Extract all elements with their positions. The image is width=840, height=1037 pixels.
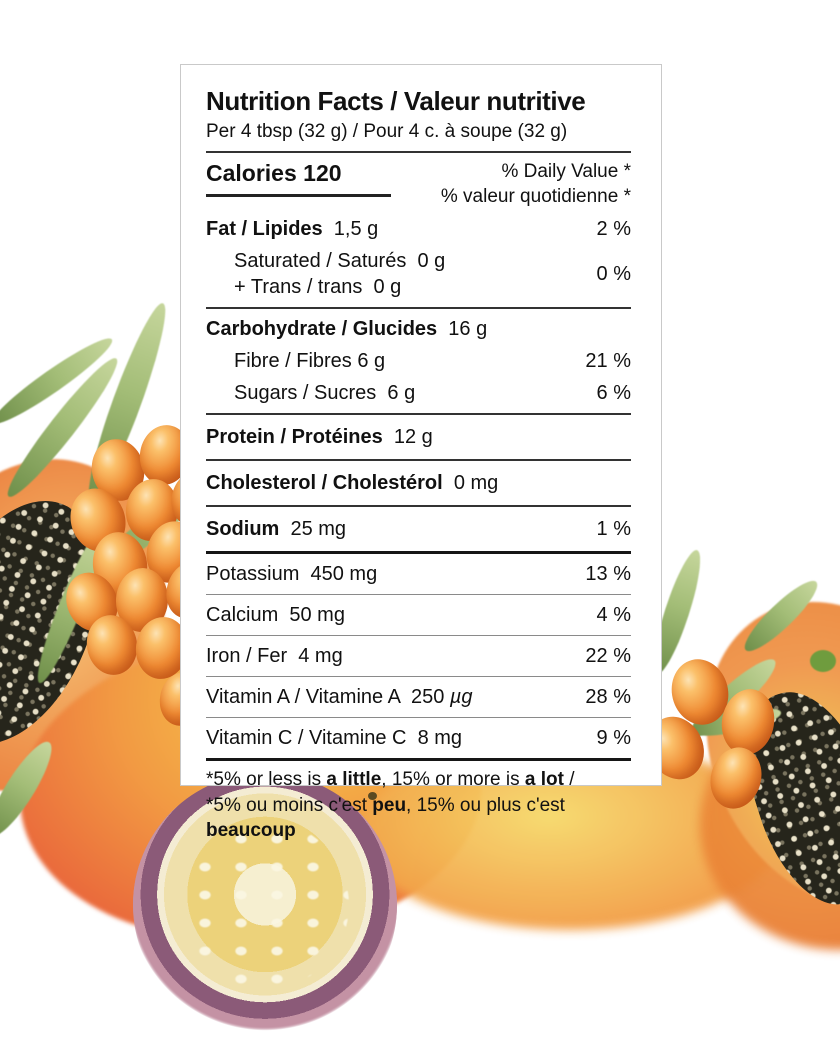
divider [206,459,631,461]
nutrient-row: Potassium 450 mg 13 % [206,558,631,590]
nutrient-rows: Fat / Lipides 1,5 g 2 % Saturated / Saturé… [206,213,631,761]
nutrient-name: Calcium 50 mg [206,604,345,626]
nutrient-row: Cholesterol / Cholestérol 0 mg [206,465,631,501]
divider [206,505,631,507]
divider [206,151,631,153]
nutrient-row: Vitamin A / Vitamine A 250 µg 28 % [206,681,631,713]
nutrient-row: Sodium 25 mg 1 % [206,511,631,547]
nutrient-name: Protein / Protéines 12 g [206,426,433,448]
daily-value-percent: 13 % [585,563,631,585]
nutrient-name: Vitamin C / Vitamine C 8 mg [206,727,463,749]
nutrient-name: Fibre / Fibres 6 g [234,350,386,372]
nutrient-name: Sugars / Sucres 6 g [234,382,416,404]
daily-value-percent: 28 % [585,686,631,708]
calories-underline [206,194,391,197]
nutrient-name: Fat / Lipides 1,5 g [206,218,379,240]
nutrient-name: Cholesterol / Cholestérol 0 mg [206,472,499,494]
divider [206,758,631,761]
nutrient-row: Sugars / Sucres 6 g 6 % [206,377,631,409]
footnote-en: *5% or less is a little, 15% or more is … [206,769,575,790]
nutrient-name: Sodium 25 mg [206,518,347,540]
daily-value-header: % Daily Value * % valeur quotidienne * [440,161,631,207]
nutrient-name: Potassium 450 mg [206,563,378,585]
divider [206,307,631,309]
calories-value: Calories 120 [206,160,342,186]
seed-speck [368,792,377,800]
nutrient-row: Fat / Lipides 1,5 g 2 % [206,213,631,245]
nutrient-row: Protein / Protéines 12 g [206,419,631,455]
divider [206,551,631,554]
divider [206,676,631,677]
nutrient-row: Carbohydrate / Glucides 16 g [206,313,631,345]
daily-value-percent: 21 % [585,350,631,372]
nutrient-name: Saturated / Saturés 0 g + Trans / trans 0… [234,250,446,298]
footnote: *5% or less is a little, 15% or more is … [206,767,631,844]
nutrient-row: Vitamin C / Vitamine C 8 mg 9 % [206,722,631,754]
serving-size: Per 4 tbsp (32 g) / Pour 4 c. à soupe (3… [206,121,568,142]
daily-value-percent: 22 % [585,645,631,667]
papaya-stem-dot [810,650,836,672]
nutrient-name: Carbohydrate / Glucides 16 g [206,318,488,340]
nutrient-row: Iron / Fer 4 mg 22 % [206,640,631,672]
daily-value-percent: 6 % [596,382,631,404]
divider [206,594,631,595]
divider [206,413,631,415]
daily-value-percent: 9 % [596,727,631,749]
divider [206,717,631,718]
calories-block: Calories 120 % Daily Value * % valeur qu… [206,159,631,209]
daily-value-percent: 4 % [596,604,631,626]
footnote-fr: *5% ou moins c'est peu, 15% ou plus c'es… [206,794,571,842]
nutrient-name: Vitamin A / Vitamine A 250 µg [206,686,473,708]
divider [206,635,631,636]
nutrient-name: Iron / Fer 4 mg [206,645,343,667]
daily-value-percent: 0 % [596,263,631,285]
label-title: Nutrition Facts / Valeur nutritive [206,86,586,116]
nutrient-row: Fibre / Fibres 6 g 21 % [206,345,631,377]
nutrient-row: Calcium 50 mg 4 % [206,599,631,631]
nutrient-row: Saturated / Saturés 0 g + Trans / trans 0… [206,245,631,303]
nutrition-facts-label: Nutrition Facts / Valeur nutritive Per 4… [180,64,662,841]
daily-value-percent: 1 % [596,518,631,540]
daily-value-percent: 2 % [596,218,631,240]
